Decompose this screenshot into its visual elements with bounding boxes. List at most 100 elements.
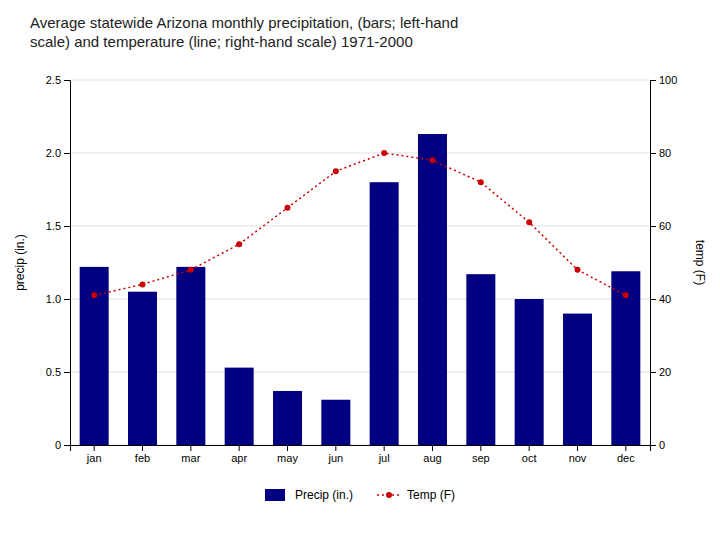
tick-label: 0.5 bbox=[46, 366, 61, 378]
tick-label: jul bbox=[378, 452, 390, 464]
tick: 0 bbox=[650, 439, 665, 451]
tick-label: 2.0 bbox=[46, 147, 61, 159]
tick: 2.5 bbox=[46, 74, 70, 86]
y2-axis: 0 20 40 60 80 100 bbox=[650, 74, 677, 451]
axis-line bbox=[651, 81, 657, 446]
tick-label: dec bbox=[617, 452, 635, 464]
tick-label: sep bbox=[472, 452, 490, 464]
tick-mark bbox=[650, 153, 656, 154]
legend: Precip (in.) Temp (F) bbox=[265, 488, 455, 502]
tick-mark bbox=[480, 445, 481, 451]
tick: 0.5 bbox=[46, 366, 70, 378]
tick-mark bbox=[650, 445, 656, 446]
tick: 1.0 bbox=[46, 293, 70, 305]
tick-label: aug bbox=[423, 452, 441, 464]
tick-label: 2.5 bbox=[46, 74, 61, 86]
marker bbox=[140, 281, 146, 287]
tick: jan bbox=[86, 445, 102, 464]
tick: 60 bbox=[650, 220, 671, 232]
tick-mark bbox=[650, 80, 656, 81]
marker bbox=[526, 219, 532, 225]
grid-line bbox=[70, 226, 650, 227]
marker bbox=[478, 179, 484, 185]
markers bbox=[91, 150, 629, 298]
bar bbox=[418, 134, 447, 445]
line bbox=[94, 153, 626, 295]
tick-mark bbox=[239, 445, 240, 451]
tick-mark bbox=[64, 226, 70, 227]
y-axis-title: precip (in.) bbox=[13, 234, 27, 291]
tick-mark bbox=[64, 80, 70, 81]
tick-mark bbox=[650, 299, 656, 300]
tick: apr bbox=[231, 445, 247, 464]
tick-label: may bbox=[277, 452, 298, 464]
legend-swatch bbox=[265, 489, 285, 501]
tick-mark bbox=[650, 226, 656, 227]
tick-label: 1.5 bbox=[46, 220, 61, 232]
title-line: scale) and temperature (line; right-hand… bbox=[30, 33, 413, 50]
tick-label: 20 bbox=[659, 366, 671, 378]
tick-label: 80 bbox=[659, 147, 671, 159]
legend-item: Precip (in.) bbox=[265, 488, 353, 502]
bar bbox=[273, 391, 302, 445]
tick-mark bbox=[650, 372, 656, 373]
tick-mark bbox=[64, 299, 70, 300]
grid bbox=[70, 80, 650, 445]
tick-label: 0 bbox=[55, 439, 61, 451]
bar bbox=[128, 292, 157, 445]
tick-mark bbox=[64, 372, 70, 373]
tick-label: jun bbox=[327, 452, 343, 464]
tick-mark bbox=[94, 445, 95, 451]
tick-mark bbox=[64, 153, 70, 154]
legend-label: Temp (F) bbox=[407, 488, 455, 502]
legend-label: Precip (in.) bbox=[295, 488, 353, 502]
tick-label: oct bbox=[522, 452, 537, 464]
tick-mark bbox=[142, 445, 143, 451]
legend-marker bbox=[386, 492, 392, 498]
bar bbox=[176, 267, 205, 445]
tick-label: 100 bbox=[659, 74, 677, 86]
tick-mark bbox=[190, 445, 191, 451]
marker bbox=[236, 241, 242, 247]
plot: jan feb mar apr may jun jul aug sep oct nov dec 0 0.5… bbox=[13, 74, 707, 464]
marker bbox=[575, 267, 581, 273]
tick-label: 1.0 bbox=[46, 293, 61, 305]
legend-item: Temp (F) bbox=[377, 488, 455, 502]
tick: 1.5 bbox=[46, 220, 70, 232]
tick: nov bbox=[569, 445, 587, 464]
x-axis: jan feb mar apr may jun jul aug sep oct nov dec bbox=[71, 445, 651, 464]
axis-line bbox=[71, 446, 651, 452]
marker bbox=[91, 292, 97, 298]
tick-label: feb bbox=[135, 452, 150, 464]
tick: sep bbox=[472, 445, 490, 464]
tick: 100 bbox=[650, 74, 677, 86]
axis-line bbox=[64, 81, 71, 446]
bar bbox=[611, 271, 640, 445]
tick-label: 0 bbox=[659, 439, 665, 451]
tick: aug bbox=[423, 445, 441, 464]
bar bbox=[321, 400, 350, 445]
tick: 80 bbox=[650, 147, 671, 159]
grid-line bbox=[70, 153, 650, 154]
marker bbox=[333, 168, 339, 174]
tick: 40 bbox=[650, 293, 671, 305]
tick-mark bbox=[432, 445, 433, 451]
tick-mark bbox=[384, 445, 385, 451]
tick: 20 bbox=[650, 366, 671, 378]
tick: jul bbox=[378, 445, 390, 464]
tick-label: jan bbox=[86, 452, 102, 464]
tick-label: nov bbox=[569, 452, 587, 464]
tick-mark bbox=[335, 445, 336, 451]
title-line: Average statewide Arizona monthly precip… bbox=[30, 14, 458, 31]
marker bbox=[381, 150, 387, 156]
tick-mark bbox=[287, 445, 288, 451]
tick: mar bbox=[181, 445, 200, 464]
tick-mark bbox=[577, 445, 578, 451]
tick: feb bbox=[135, 445, 150, 464]
chart: Average statewide Arizona monthly precip… bbox=[0, 0, 720, 540]
tick: 2.0 bbox=[46, 147, 70, 159]
bar bbox=[515, 299, 544, 445]
marker bbox=[285, 205, 291, 211]
marker bbox=[430, 157, 436, 163]
tick-label: 40 bbox=[659, 293, 671, 305]
